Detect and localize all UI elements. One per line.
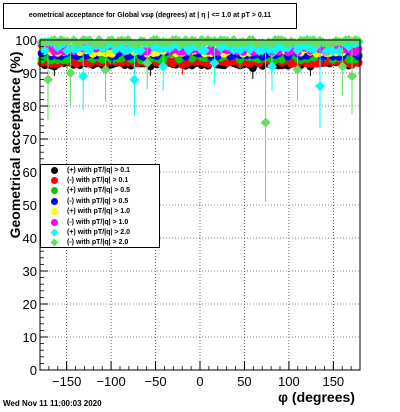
legend-label: (-) with pT/|q| > 2.0 [67,239,129,247]
circle-marker-icon [41,218,67,226]
x-tick-label: 100 [278,374,300,389]
legend-entry: (-) with pT/|q| > 0.1 [41,175,159,185]
legend-label: (+) with pT/|q| > 0.1 [67,166,131,174]
data-point [199,45,210,56]
data-point [43,74,53,85]
data-point [155,43,165,54]
data-point [277,55,286,64]
y-tick-label: 30 [23,264,37,279]
data-point [327,45,338,56]
y-tick-label: 40 [23,231,37,246]
legend-label: (+) with pT/|q| > 1.0 [67,208,131,216]
data-point [337,61,348,72]
circle-marker-icon [41,197,67,205]
y-tick-label: 50 [23,198,37,213]
data-markers [36,35,364,202]
legend-entry: (+) with pT/|q| > 0.5 [41,186,159,196]
axes: 0 10 20 30 40 50 60 70 80 90 100 −150 −100 −50 0 50 100 1… [15,33,361,389]
diamond-marker-icon [41,228,67,237]
data-point [353,36,364,47]
data-point [209,58,220,69]
x-axis-label: φ (degrees) [278,389,355,405]
legend: (+) with pT/|q| > 0.1 (-) with pT/|q| > 0… [40,164,160,248]
legend-label: (-) with pT/|q| > 0.5 [67,197,129,205]
data-point [334,46,345,57]
data-point [158,61,169,72]
x-tick-label: 50 [237,374,251,389]
x-tick-label: 0 [196,374,203,389]
chart-title: eometrical acceptance for Global vsφ (de… [3,3,297,29]
y-tick-label: 20 [23,297,37,312]
data-point [267,61,277,72]
data-point [347,71,357,82]
legend-label: (-) with pT/|q| > 1.0 [67,218,129,226]
y-tick-label: 10 [23,330,37,345]
data-point [100,64,111,75]
y-tick-label: 70 [23,132,37,147]
x-tick-label: −150 [52,374,81,389]
legend-entry: (+) with pT/|q| > 0.1 [41,165,159,175]
circle-marker-icon [41,166,67,174]
legend-entry: (+) with pT/|q| > 1.0 [41,207,159,217]
data-point [260,117,271,128]
legend-label: (+) with pT/|q| > 2.0 [67,229,131,237]
data-point [65,68,76,78]
y-tick-label: 0 [30,363,37,378]
legend-label: (+) with pT/|q| > 0.5 [67,187,131,195]
y-tick-label: 100 [15,33,37,48]
circle-marker-icon [41,208,67,216]
data-point [315,81,325,92]
data-point [78,71,89,82]
data-point [62,36,73,47]
x-tick-label: −100 [96,374,125,389]
legend-entry: (-) with pT/|q| > 2.0 [41,238,159,248]
legend-entry: (-) with pT/|q| > 1.0 [41,217,159,227]
data-point [129,74,140,85]
circle-marker-icon [41,177,67,185]
legend-label: (-) with pT/|q| > 0.1 [67,177,129,185]
data-point [257,38,268,49]
timestamp: Wed Nov 11 11:00:03 2020 [3,399,102,408]
legend-entry: (+) with pT/|q| > 2.0 [41,227,159,237]
y-tick-label: 60 [23,165,37,180]
y-tick-label: 90 [23,66,37,81]
grid-lines [40,40,360,370]
y-axis-label: Geometrical acceptance (%) [7,52,23,239]
x-tick-label: −50 [145,374,167,389]
x-tick-label: 150 [322,374,344,389]
data-point [142,58,153,69]
data-point [292,64,303,75]
y-tick-label: 80 [23,99,37,114]
diamond-marker-icon [41,238,67,247]
legend-entry: (-) with pT/|q| > 0.5 [41,196,159,206]
circle-marker-icon [41,187,67,195]
